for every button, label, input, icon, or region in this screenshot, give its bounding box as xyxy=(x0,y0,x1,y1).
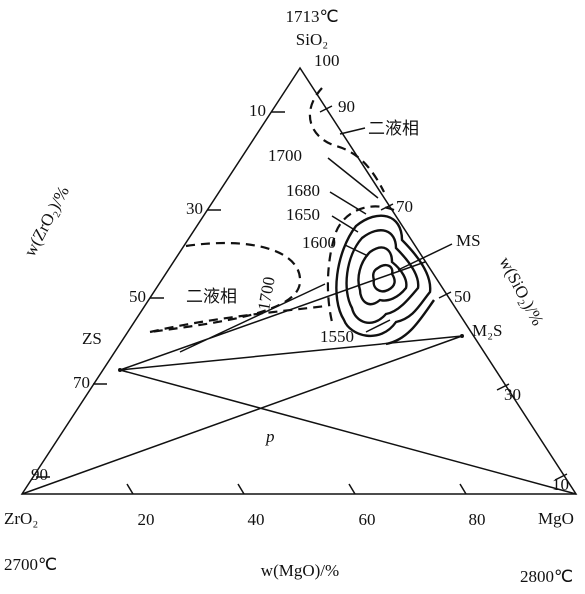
point-label: ZS xyxy=(82,329,102,348)
tick-label: 80 xyxy=(469,510,486,529)
axis-title: w(SiO₂)/% xyxy=(495,254,547,329)
region-label: 二液相 xyxy=(186,287,237,306)
point-label: p xyxy=(265,427,275,446)
frame xyxy=(20,66,578,495)
tick-label: 50 xyxy=(454,287,471,306)
vertex-temp: 1713℃ xyxy=(285,7,338,26)
tick-label: 70 xyxy=(396,197,413,216)
tick-label: 100 xyxy=(314,51,340,70)
m2s-point xyxy=(460,334,464,338)
tick-label: 60 xyxy=(359,510,376,529)
tick-label: 70 xyxy=(73,373,90,392)
axis-title: w(ZrO₂)/% xyxy=(20,183,73,260)
tick-label: 40 xyxy=(248,510,265,529)
tick-label: 10 xyxy=(249,101,266,120)
isotherm-label: 1650 xyxy=(286,205,320,224)
axis-title: w(MgO)/% xyxy=(261,561,339,580)
vertex-temp: 2800℃ xyxy=(520,567,573,586)
vertex-label: MgO xyxy=(538,509,574,528)
point-label: MS xyxy=(456,231,481,250)
tick-label: 30 xyxy=(504,385,521,404)
tick-label: 30 xyxy=(186,199,203,218)
tick-label: 10 xyxy=(552,475,569,494)
point-label: M₂S xyxy=(472,321,503,340)
isotherm-label: 1550 xyxy=(320,327,354,346)
vertex-temp: 2700℃ xyxy=(4,555,57,574)
tick-label: 50 xyxy=(129,287,146,306)
tick-label: 90 xyxy=(338,97,355,116)
isotherm-label: 1680 xyxy=(286,181,320,200)
region-label: 二液相 xyxy=(368,119,419,138)
tick-label: 20 xyxy=(138,510,155,529)
vertex-label: SiO₂ xyxy=(296,30,328,49)
vertex-label: ZrO₂ xyxy=(4,509,38,528)
isotherm-label: 1600 xyxy=(302,233,336,252)
tick-label: 90 xyxy=(31,465,48,484)
isotherm-label: 1700 xyxy=(268,146,302,165)
zs-point xyxy=(118,368,122,372)
